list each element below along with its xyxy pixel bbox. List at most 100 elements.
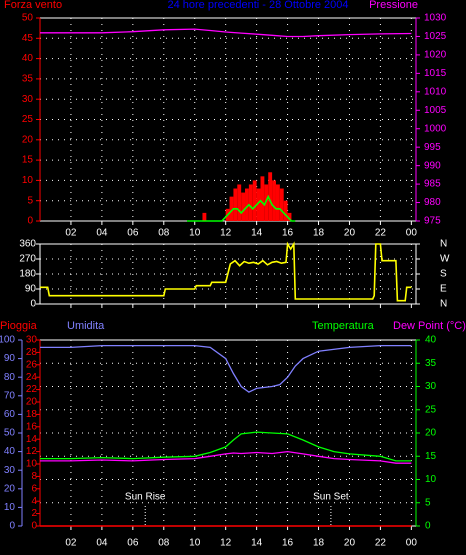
y-tick-label: 15 — [22, 155, 34, 166]
bar — [233, 188, 238, 221]
y-tick-label: 180 — [19, 269, 36, 280]
y-tick-label: 25 — [22, 114, 34, 125]
y-tick-label: 35 — [22, 74, 34, 85]
y-tick-label: 20 — [22, 134, 34, 145]
x-tick-label: 06 — [127, 228, 139, 239]
bar — [268, 172, 273, 221]
y-tick-label: N — [440, 299, 447, 310]
x-tick-label: 14 — [251, 228, 263, 239]
x-tick-label: 18 — [313, 228, 325, 239]
y-tick-label: 20 — [4, 483, 16, 494]
y-tick-label: 60 — [4, 409, 16, 420]
y-tick-label: 30 — [26, 335, 38, 346]
series-label: Pioggia — [0, 320, 38, 332]
y-tick-label: 26 — [26, 359, 38, 370]
y-tick-label: 1000 — [424, 123, 447, 134]
y-tick-label: 24 — [26, 372, 38, 383]
y-tick-label: 12 — [26, 446, 38, 457]
y-tick-label: 90 — [4, 353, 16, 364]
bar — [229, 196, 234, 221]
y-tick-label: 10 — [4, 502, 16, 513]
y-tick-label: E — [440, 284, 447, 295]
y-tick-label: 50 — [4, 428, 16, 439]
y-tick-label: 30 — [4, 465, 16, 476]
y-tick-label: 8 — [31, 471, 37, 482]
y-tick-label: 100 — [0, 335, 15, 346]
series-label: Pressione — [369, 0, 418, 11]
y-tick-label: 0 — [27, 216, 33, 227]
bar — [237, 184, 242, 221]
y-tick-label: 980 — [424, 197, 441, 208]
y-tick-label: 1010 — [424, 86, 447, 97]
x-tick-label: 08 — [158, 538, 170, 549]
x-tick-label: 04 — [96, 228, 108, 239]
y-tick-label: 2 — [31, 508, 37, 519]
y-tick-label: 70 — [4, 390, 16, 401]
y-tick-label: 90 — [25, 284, 37, 295]
bar — [202, 212, 207, 221]
series-line — [40, 344, 412, 393]
y-tick-label: 1020 — [424, 50, 447, 61]
y-tick-label: 4 — [31, 496, 37, 507]
y-tick-label: 0 — [30, 299, 36, 310]
y-tick-label: 22 — [26, 384, 38, 395]
y-tick-label: W — [440, 254, 450, 265]
series-line — [40, 28, 412, 38]
x-tick-label: 00 — [406, 228, 418, 239]
y-tick-label: 1015 — [424, 68, 447, 79]
y-tick-label: 80 — [4, 372, 16, 383]
y-tick-label: 1030 — [424, 13, 447, 24]
chart-title: 24 hore precedenti - 28 Ottobre 2004 — [167, 0, 348, 11]
y-tick-label: 35 — [425, 358, 437, 369]
y-tick-label: 15 — [425, 451, 437, 462]
y-tick-label: 40 — [22, 53, 34, 64]
y-tick-label: 0 — [425, 521, 431, 532]
y-tick-label: 975 — [424, 216, 441, 227]
y-tick-label: 10 — [26, 459, 38, 470]
y-tick-label: 270 — [19, 254, 36, 265]
x-tick-label: 16 — [282, 538, 294, 549]
x-tick-label: 22 — [375, 228, 387, 239]
y-tick-label: 30 — [425, 381, 437, 392]
y-tick-label: 40 — [425, 335, 437, 346]
bar — [275, 184, 280, 221]
y-tick-label: 1025 — [424, 31, 447, 42]
bar — [245, 188, 249, 221]
y-tick-label: 14 — [26, 434, 38, 445]
y-tick-label: 30 — [22, 94, 34, 105]
series-line — [40, 241, 412, 302]
x-tick-label: 20 — [344, 228, 356, 239]
bar — [264, 184, 269, 221]
y-tick-label: 50 — [22, 13, 34, 24]
x-tick-label: 12 — [220, 228, 232, 239]
bar — [283, 200, 288, 221]
x-tick-label: 18 — [313, 538, 325, 549]
x-tick-label: 08 — [158, 228, 170, 239]
series-line — [187, 194, 296, 222]
annotation-label: Sun Set — [313, 492, 349, 503]
bar — [241, 192, 246, 221]
y-tick-label: 25 — [425, 404, 437, 415]
x-tick-label: 04 — [96, 538, 108, 549]
bar — [272, 180, 276, 221]
annotation-label: Sun Rise — [125, 492, 166, 503]
x-tick-label: 02 — [65, 228, 77, 239]
y-tick-label: 10 — [22, 175, 34, 186]
y-tick-label: 1005 — [424, 105, 447, 116]
x-tick-label: 12 — [220, 538, 232, 549]
x-tick-label: 16 — [282, 228, 294, 239]
x-tick-label: 10 — [189, 538, 201, 549]
x-tick-label: 06 — [127, 538, 139, 549]
series-label: Dew Point (°C) — [393, 320, 466, 332]
y-tick-label: 0 — [31, 521, 37, 532]
series-line — [40, 450, 412, 464]
y-tick-label: N — [440, 239, 447, 250]
x-tick-label: 20 — [344, 538, 356, 549]
y-tick-label: 360 — [19, 239, 36, 250]
y-tick-label: 990 — [424, 160, 441, 171]
bar — [279, 188, 284, 221]
y-tick-label: 40 — [4, 446, 16, 457]
y-tick-label: 5 — [425, 497, 431, 508]
